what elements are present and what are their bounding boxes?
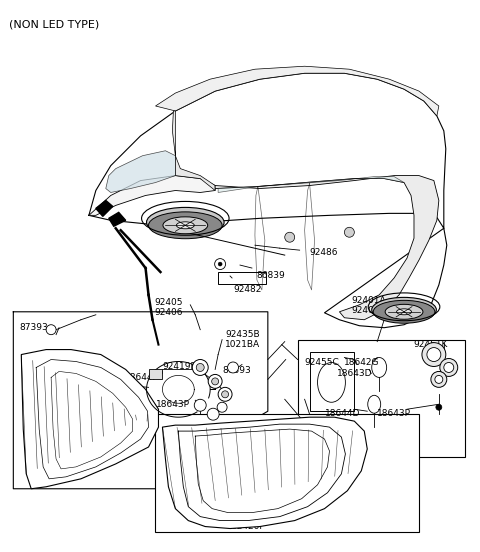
Polygon shape	[109, 213, 126, 226]
Text: 92482: 92482	[233, 285, 262, 294]
Text: 87393: 87393	[222, 367, 251, 375]
Polygon shape	[218, 177, 404, 193]
Ellipse shape	[176, 222, 194, 229]
Polygon shape	[106, 151, 175, 193]
Circle shape	[215, 258, 226, 269]
Text: 92475: 92475	[93, 384, 121, 394]
Ellipse shape	[372, 298, 436, 322]
Circle shape	[422, 343, 446, 367]
Bar	[298, 339, 465, 457]
Text: 92410F: 92410F	[231, 512, 265, 521]
Text: 92419B: 92419B	[162, 362, 197, 370]
Circle shape	[436, 404, 442, 410]
Polygon shape	[89, 73, 447, 328]
Circle shape	[344, 227, 354, 237]
Circle shape	[222, 391, 228, 398]
Text: (NON LED TYPE): (NON LED TYPE)	[9, 19, 99, 29]
Text: 18644D: 18644D	[324, 409, 360, 418]
Text: 18643P: 18643P	[156, 400, 190, 409]
Circle shape	[427, 348, 441, 362]
Circle shape	[194, 399, 206, 411]
Text: 92435B: 92435B	[225, 330, 260, 339]
Text: 92455C: 92455C	[305, 358, 339, 367]
Text: 92406: 92406	[154, 308, 183, 317]
Bar	[148, 369, 162, 379]
Circle shape	[435, 375, 443, 384]
Ellipse shape	[373, 300, 435, 323]
Text: 92405: 92405	[154, 298, 183, 307]
Circle shape	[46, 325, 56, 335]
Polygon shape	[172, 111, 215, 190]
Text: 92420F: 92420F	[231, 522, 264, 530]
Polygon shape	[156, 66, 439, 116]
Ellipse shape	[396, 309, 411, 315]
Circle shape	[208, 374, 222, 389]
Circle shape	[196, 363, 204, 371]
Text: 18643D: 18643D	[337, 369, 373, 379]
Circle shape	[218, 388, 232, 401]
Text: 1021BA: 1021BA	[225, 339, 260, 349]
Text: 86839: 86839	[256, 271, 285, 280]
Bar	[310, 352, 354, 411]
Bar	[218, 272, 266, 284]
Text: 18644F: 18644F	[125, 374, 158, 383]
Circle shape	[218, 262, 222, 266]
Polygon shape	[96, 200, 113, 216]
Text: 87393: 87393	[19, 323, 48, 332]
Polygon shape	[13, 312, 268, 489]
Ellipse shape	[163, 217, 208, 233]
Circle shape	[285, 232, 295, 242]
Text: 92414B: 92414B	[31, 474, 66, 483]
Polygon shape	[21, 349, 158, 489]
Text: 92402A: 92402A	[351, 306, 386, 315]
Circle shape	[192, 359, 208, 375]
Circle shape	[228, 362, 239, 373]
Circle shape	[431, 371, 447, 388]
Circle shape	[440, 358, 458, 376]
Text: 92486: 92486	[310, 248, 338, 257]
Ellipse shape	[146, 208, 224, 237]
Polygon shape	[215, 176, 439, 320]
Circle shape	[207, 408, 219, 420]
Circle shape	[212, 378, 218, 385]
Text: 92451K: 92451K	[413, 339, 447, 349]
Text: 92401A: 92401A	[351, 296, 386, 305]
Circle shape	[217, 402, 227, 412]
Ellipse shape	[385, 304, 423, 319]
Text: 18643P: 18643P	[377, 409, 411, 418]
Circle shape	[444, 363, 454, 373]
Bar	[156, 414, 419, 532]
Text: 92413B: 92413B	[31, 464, 66, 473]
Polygon shape	[89, 176, 215, 215]
Ellipse shape	[148, 212, 222, 238]
Text: 18642G: 18642G	[344, 358, 380, 367]
Polygon shape	[162, 417, 367, 528]
